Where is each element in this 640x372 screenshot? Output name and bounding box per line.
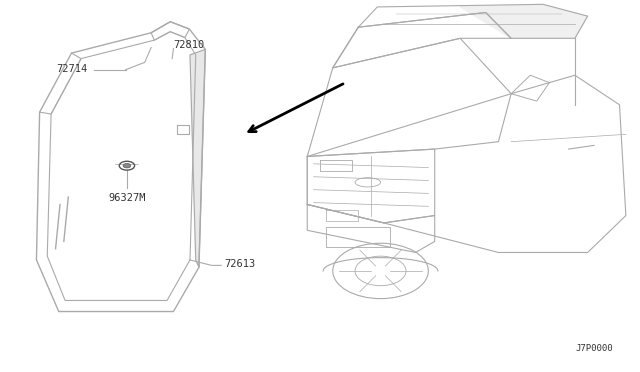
Text: 72714: 72714 [56,64,88,74]
Text: 96327M: 96327M [108,193,146,203]
Text: J7P0000: J7P0000 [575,344,613,353]
Bar [326,227,390,247]
Circle shape [123,163,131,168]
Text: 72613: 72613 [225,259,255,269]
Text: 72810: 72810 [173,40,205,50]
Polygon shape [460,4,588,38]
Polygon shape [190,49,205,267]
